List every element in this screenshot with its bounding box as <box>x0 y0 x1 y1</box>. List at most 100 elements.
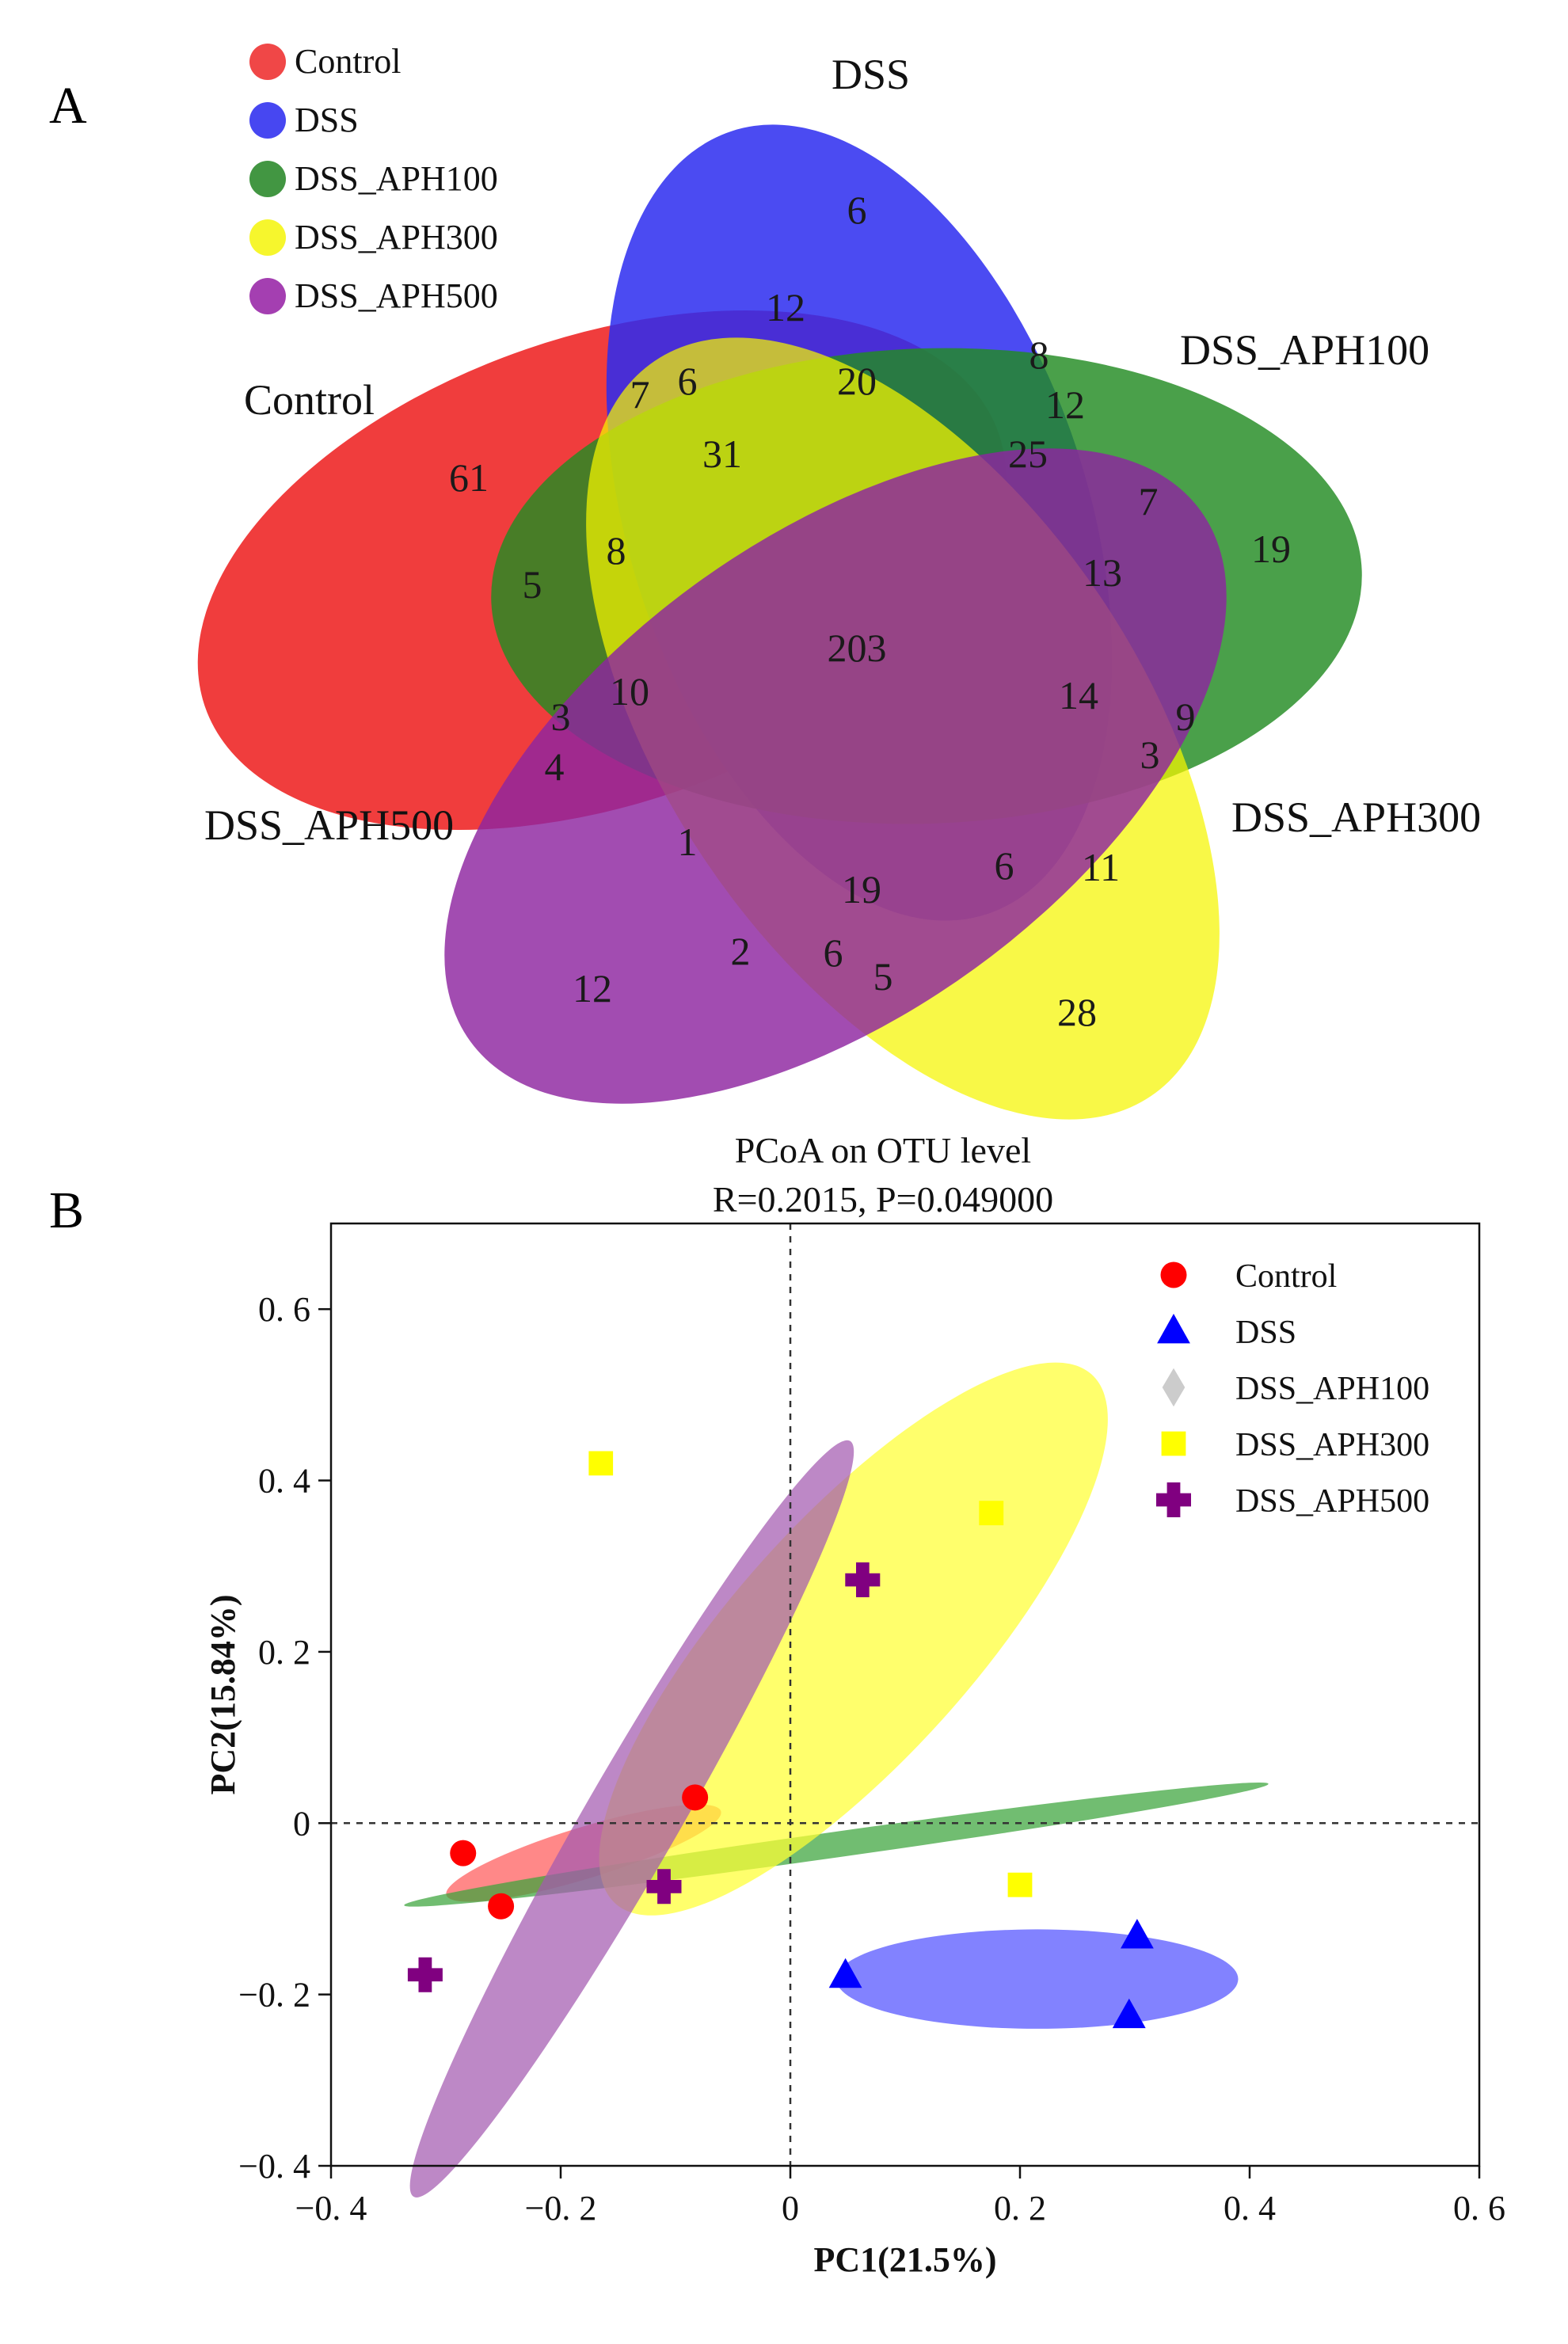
legend-marker-dss-aph500 <box>1156 1482 1191 1517</box>
venn-label-control: Control <box>244 376 375 424</box>
legend-label-dss-aph100: DSS_APH100 <box>1235 1371 1429 1407</box>
x-tick-label: 0 <box>782 2189 799 2228</box>
point-dss <box>1121 1919 1154 1949</box>
venn-legend-dss: DSS <box>295 101 359 139</box>
point-dss-aph500 <box>407 1957 443 1992</box>
venn-legend-control: Control <box>295 42 401 81</box>
confidence-ellipses <box>404 1362 1269 2198</box>
venn-label-dss-aph500: DSS_APH500 <box>204 801 454 849</box>
point-dss-aph300 <box>588 1451 614 1476</box>
point-control <box>488 1893 515 1920</box>
venn-legend-dss-aph300: DSS_APH300 <box>295 218 498 257</box>
venn-count-region: 7 <box>630 372 650 417</box>
point-control <box>682 1784 709 1811</box>
venn-legend-dot-control <box>249 44 286 80</box>
venn-count-region: 3 <box>551 694 571 739</box>
legend-label-dss-aph500: DSS_APH500 <box>1235 1483 1429 1520</box>
venn-count-region: 7 <box>1139 479 1159 523</box>
venn-count-dss-aph100-only: 19 <box>1251 527 1291 571</box>
venn-count-region: 13 <box>1083 550 1122 595</box>
reference-lines <box>331 1223 1479 2166</box>
venn-count-region: 1 <box>678 820 698 864</box>
point-dss-aph300 <box>1007 1872 1033 1897</box>
venn-count-region: 14 <box>1059 673 1098 717</box>
venn-ellipses <box>197 124 1362 1120</box>
venn-label-dss-aph300: DSS_APH300 <box>1231 793 1481 841</box>
legend-marker-dss-aph300 <box>1161 1431 1186 1456</box>
venn-count-region: 3 <box>1140 732 1160 777</box>
y-tick-label: 0. 2 <box>258 1633 310 1672</box>
data-points <box>407 1451 1154 2029</box>
venn-legend-dot-dss-aph300 <box>249 219 286 256</box>
venn-legend-dss-aph500: DSS_APH500 <box>295 276 498 315</box>
venn-count-region: 6 <box>824 930 843 975</box>
venn-count-region: 25 <box>1008 432 1048 476</box>
chart-subtitle: R=0.2015, P=0.049000 <box>713 1179 1053 1220</box>
venn-count-dss-aph300-only: 28 <box>1057 990 1097 1034</box>
venn-count-region: 6 <box>678 359 698 403</box>
x-axis-ticks: −0. 4 −0. 2 0 0. 2 0. 4 0. 6 <box>295 2166 1505 2228</box>
point-dss-aph300 <box>979 1501 1004 1526</box>
panel-b-label: B <box>49 1182 84 1239</box>
x-axis-title: PC1(21.5%) <box>814 2240 997 2279</box>
venn-count-control-only: 61 <box>449 455 489 500</box>
legend-marker-dss-aph100 <box>1162 1368 1186 1407</box>
venn-count-region: 5 <box>873 954 893 999</box>
legend-marker-control <box>1160 1261 1187 1288</box>
venn-count-region: 10 <box>610 669 649 713</box>
venn-label-dss-aph100: DSS_APH100 <box>1180 326 1429 374</box>
legend-label-control: Control <box>1235 1258 1337 1295</box>
venn-legend-dss-aph100: DSS_APH100 <box>295 159 498 198</box>
venn-count-region: 6 <box>995 843 1014 888</box>
point-dss-aph500 <box>646 1869 682 1904</box>
y-axis-title: PC2(15.84%) <box>204 1595 242 1795</box>
venn-legend-dot-dss-aph500 <box>249 278 286 314</box>
y-axis-ticks: 0. 6 0. 4 0. 2 0 −0. 2 −0. 4 <box>238 1290 331 2186</box>
x-tick-label: −0. 2 <box>525 2189 597 2228</box>
venn-counts: 61 6 19 28 12 12 20 8 12 25 7 13 31 7 6 … <box>449 188 1291 1034</box>
venn-count-region: 12 <box>1045 382 1085 427</box>
venn-count-region: 8 <box>1029 333 1049 377</box>
legend-label-dss-aph300: DSS_APH300 <box>1235 1427 1429 1463</box>
legend-label-dss: DSS <box>1235 1315 1296 1351</box>
point-dss <box>828 1958 862 1988</box>
ellipse-dss <box>836 1929 1239 2029</box>
venn-legend: Control DSS DSS_APH100 DSS_APH300 DSS_AP… <box>249 42 498 315</box>
point-control <box>450 1840 477 1866</box>
venn-count-region: 8 <box>607 528 626 573</box>
x-tick-label: 0. 6 <box>1453 2189 1505 2228</box>
venn-count-region: 11 <box>1082 845 1120 889</box>
y-tick-label: 0. 4 <box>258 1462 310 1501</box>
y-tick-label: −0. 4 <box>238 2147 310 2186</box>
x-tick-label: 0. 4 <box>1224 2189 1276 2228</box>
ellipse-dss-aph300 <box>599 1362 1108 1916</box>
y-tick-label: 0. 6 <box>258 1290 310 1329</box>
venn-set-dss-aph500 <box>444 448 1227 1104</box>
venn-count-region: 4 <box>545 744 565 789</box>
point-dss-aph500 <box>845 1562 881 1597</box>
venn-count-region: 2 <box>731 929 751 973</box>
chart-title: PCoA on OTU level <box>735 1130 1031 1170</box>
plot-area-frame <box>329 1222 1481 2167</box>
chart-legend: Control DSS DSS_APH100 DSS_APH300 DSS_APH500 <box>1156 1258 1429 1520</box>
panel-a-label: A <box>49 77 87 135</box>
venn-count-dss-aph500-only: 12 <box>573 966 612 1010</box>
venn-label-dss: DSS <box>832 51 910 98</box>
venn-count-region: 20 <box>837 359 877 403</box>
y-tick-label: −0. 2 <box>238 1976 310 2015</box>
legend-marker-dss <box>1157 1314 1190 1344</box>
venn-count-all-sets: 203 <box>828 626 887 670</box>
venn-legend-dot-dss-aph100 <box>249 161 286 197</box>
venn-count-region: 31 <box>702 432 742 476</box>
x-tick-label: 0. 2 <box>994 2189 1046 2228</box>
ellipse-dss-aph500 <box>409 1440 854 2198</box>
point-dss <box>1112 1998 1146 2029</box>
x-tick-label: −0. 4 <box>295 2189 367 2228</box>
y-tick-label: 0 <box>293 1804 310 1843</box>
venn-count-region: 12 <box>766 285 805 329</box>
venn-legend-dot-dss <box>249 102 286 139</box>
venn-count-region: 5 <box>523 562 542 607</box>
venn-count-region: 9 <box>1176 694 1196 739</box>
